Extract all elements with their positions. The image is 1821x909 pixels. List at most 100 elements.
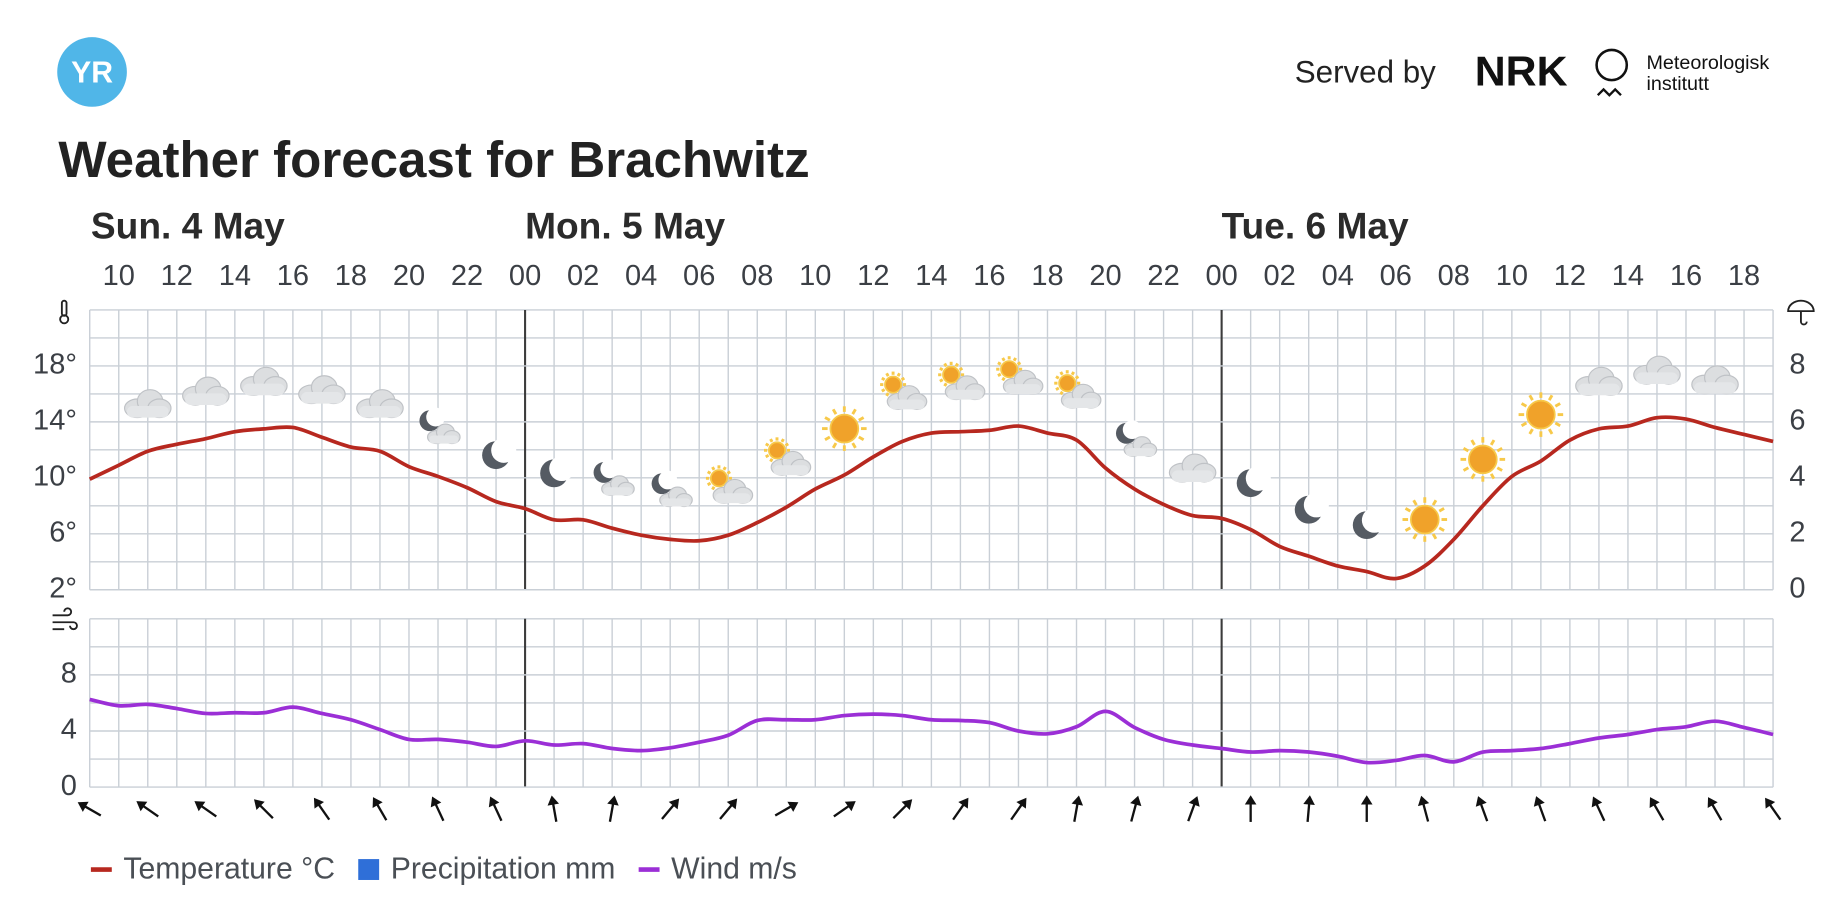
wind-arrow (1533, 796, 1547, 822)
x-tick-label: 16 (1670, 260, 1702, 292)
sun-ray (1554, 402, 1561, 408)
weather-symbol (1633, 355, 1681, 385)
sun-ray (1412, 533, 1418, 540)
sun-ray (1404, 526, 1412, 532)
grid (89, 618, 1774, 788)
cloud-part (126, 405, 169, 418)
sun-ray (943, 382, 948, 387)
cloud-part (1578, 383, 1620, 396)
arrow-head (1188, 796, 1200, 807)
x-tick-label: 08 (1438, 260, 1470, 292)
sun-ray (765, 453, 770, 459)
y2-tick-label: 0 (1789, 572, 1805, 604)
moon-cut (1361, 507, 1387, 533)
cloud-part (1694, 382, 1736, 394)
x-tick-label: 20 (393, 260, 425, 292)
sun-ray (958, 367, 964, 372)
weather-symbol (763, 437, 812, 476)
wind-arrow (607, 795, 619, 822)
umbrella-icon (1787, 299, 1815, 326)
sun-ray (1554, 421, 1561, 428)
sun-disc (1000, 360, 1019, 379)
sun-ray (1438, 507, 1445, 513)
arrow-head (901, 799, 913, 810)
arrow-head (1475, 796, 1487, 807)
wind-arrow (254, 799, 274, 820)
weather-symbol (651, 470, 693, 508)
weather-symbol (938, 361, 986, 401)
met-circle (1595, 48, 1629, 82)
moon-cut (658, 470, 678, 490)
y-tick-label: 8 (61, 658, 77, 690)
moon-cut (549, 455, 575, 482)
wind-arrow (952, 797, 969, 821)
y-tick-label: 4 (61, 714, 77, 746)
x-tick-label: 04 (1322, 260, 1354, 292)
y2-tick-label: 4 (1789, 461, 1805, 493)
sun-ray (769, 458, 774, 463)
wind-arrow (372, 797, 388, 821)
grid (89, 309, 1774, 591)
sun-ray (939, 367, 944, 372)
arrow-head (77, 801, 89, 812)
sun-ray (1059, 390, 1064, 396)
arrow-head (488, 796, 500, 808)
cloud-part (1636, 372, 1678, 385)
x-tick-label: 12 (161, 260, 193, 292)
cloud-part (947, 389, 983, 400)
day-label: Mon. 5 May (525, 205, 725, 247)
sun-ray (711, 466, 716, 471)
sun-ray (1431, 499, 1438, 506)
cloud-part (773, 465, 809, 476)
icon-part (59, 314, 70, 325)
x-tick-label: 14 (1612, 260, 1644, 292)
cloud-part (661, 498, 691, 507)
weather-symbol (419, 407, 461, 445)
arrow-head (1130, 795, 1142, 807)
wind-arrow (892, 799, 913, 820)
x-tick-label: 00 (509, 260, 541, 292)
arrow-head (254, 799, 265, 810)
cloud-part (889, 399, 925, 410)
x-tick-label: 02 (1264, 260, 1296, 292)
arrow-head (668, 798, 680, 810)
wind-arrow (1360, 795, 1373, 822)
sun-ray (784, 442, 789, 447)
thermometer-icon (59, 299, 70, 325)
sun-ray (1470, 473, 1476, 480)
wind-arrow (547, 795, 560, 822)
x-tick-label: 18 (335, 260, 367, 292)
moon-cut (1303, 492, 1329, 518)
cloud-part (1171, 470, 1214, 482)
y2-tick-label: 8 (1789, 349, 1805, 381)
sun-ray (765, 442, 770, 447)
sun-ray (851, 408, 857, 415)
sun-ray (1059, 371, 1064, 376)
arrow-head (1016, 797, 1027, 809)
arrow-head (1707, 797, 1718, 809)
sun-ray (1547, 428, 1554, 435)
x-tick-label: 08 (741, 260, 773, 292)
x-tick-label: 02 (567, 260, 599, 292)
arrow-head (1417, 795, 1430, 807)
wind-arrow (661, 798, 680, 820)
x-tick-label: 22 (451, 260, 483, 292)
sun-ray (726, 470, 731, 475)
weather-symbol (1575, 366, 1623, 396)
wind-arrow (430, 796, 445, 822)
y-tick-label: 10° (33, 461, 77, 493)
wind-arrow (1591, 796, 1606, 822)
x-tick-label: 10 (799, 260, 831, 292)
weather-symbol (996, 356, 1044, 395)
wind-arrow (833, 801, 856, 818)
x-tick-label: 10 (103, 260, 135, 292)
sun-ray (722, 466, 727, 471)
sun-ray (824, 416, 831, 422)
wind-arrow (1765, 797, 1782, 821)
sun-ray (769, 438, 774, 443)
y2-tick-label: 6 (1789, 405, 1805, 437)
x-tick-label: 14 (915, 260, 947, 292)
nrk-logo: NRK (1475, 47, 1568, 94)
wind-arrow (313, 797, 331, 821)
arrow-head (547, 795, 560, 806)
